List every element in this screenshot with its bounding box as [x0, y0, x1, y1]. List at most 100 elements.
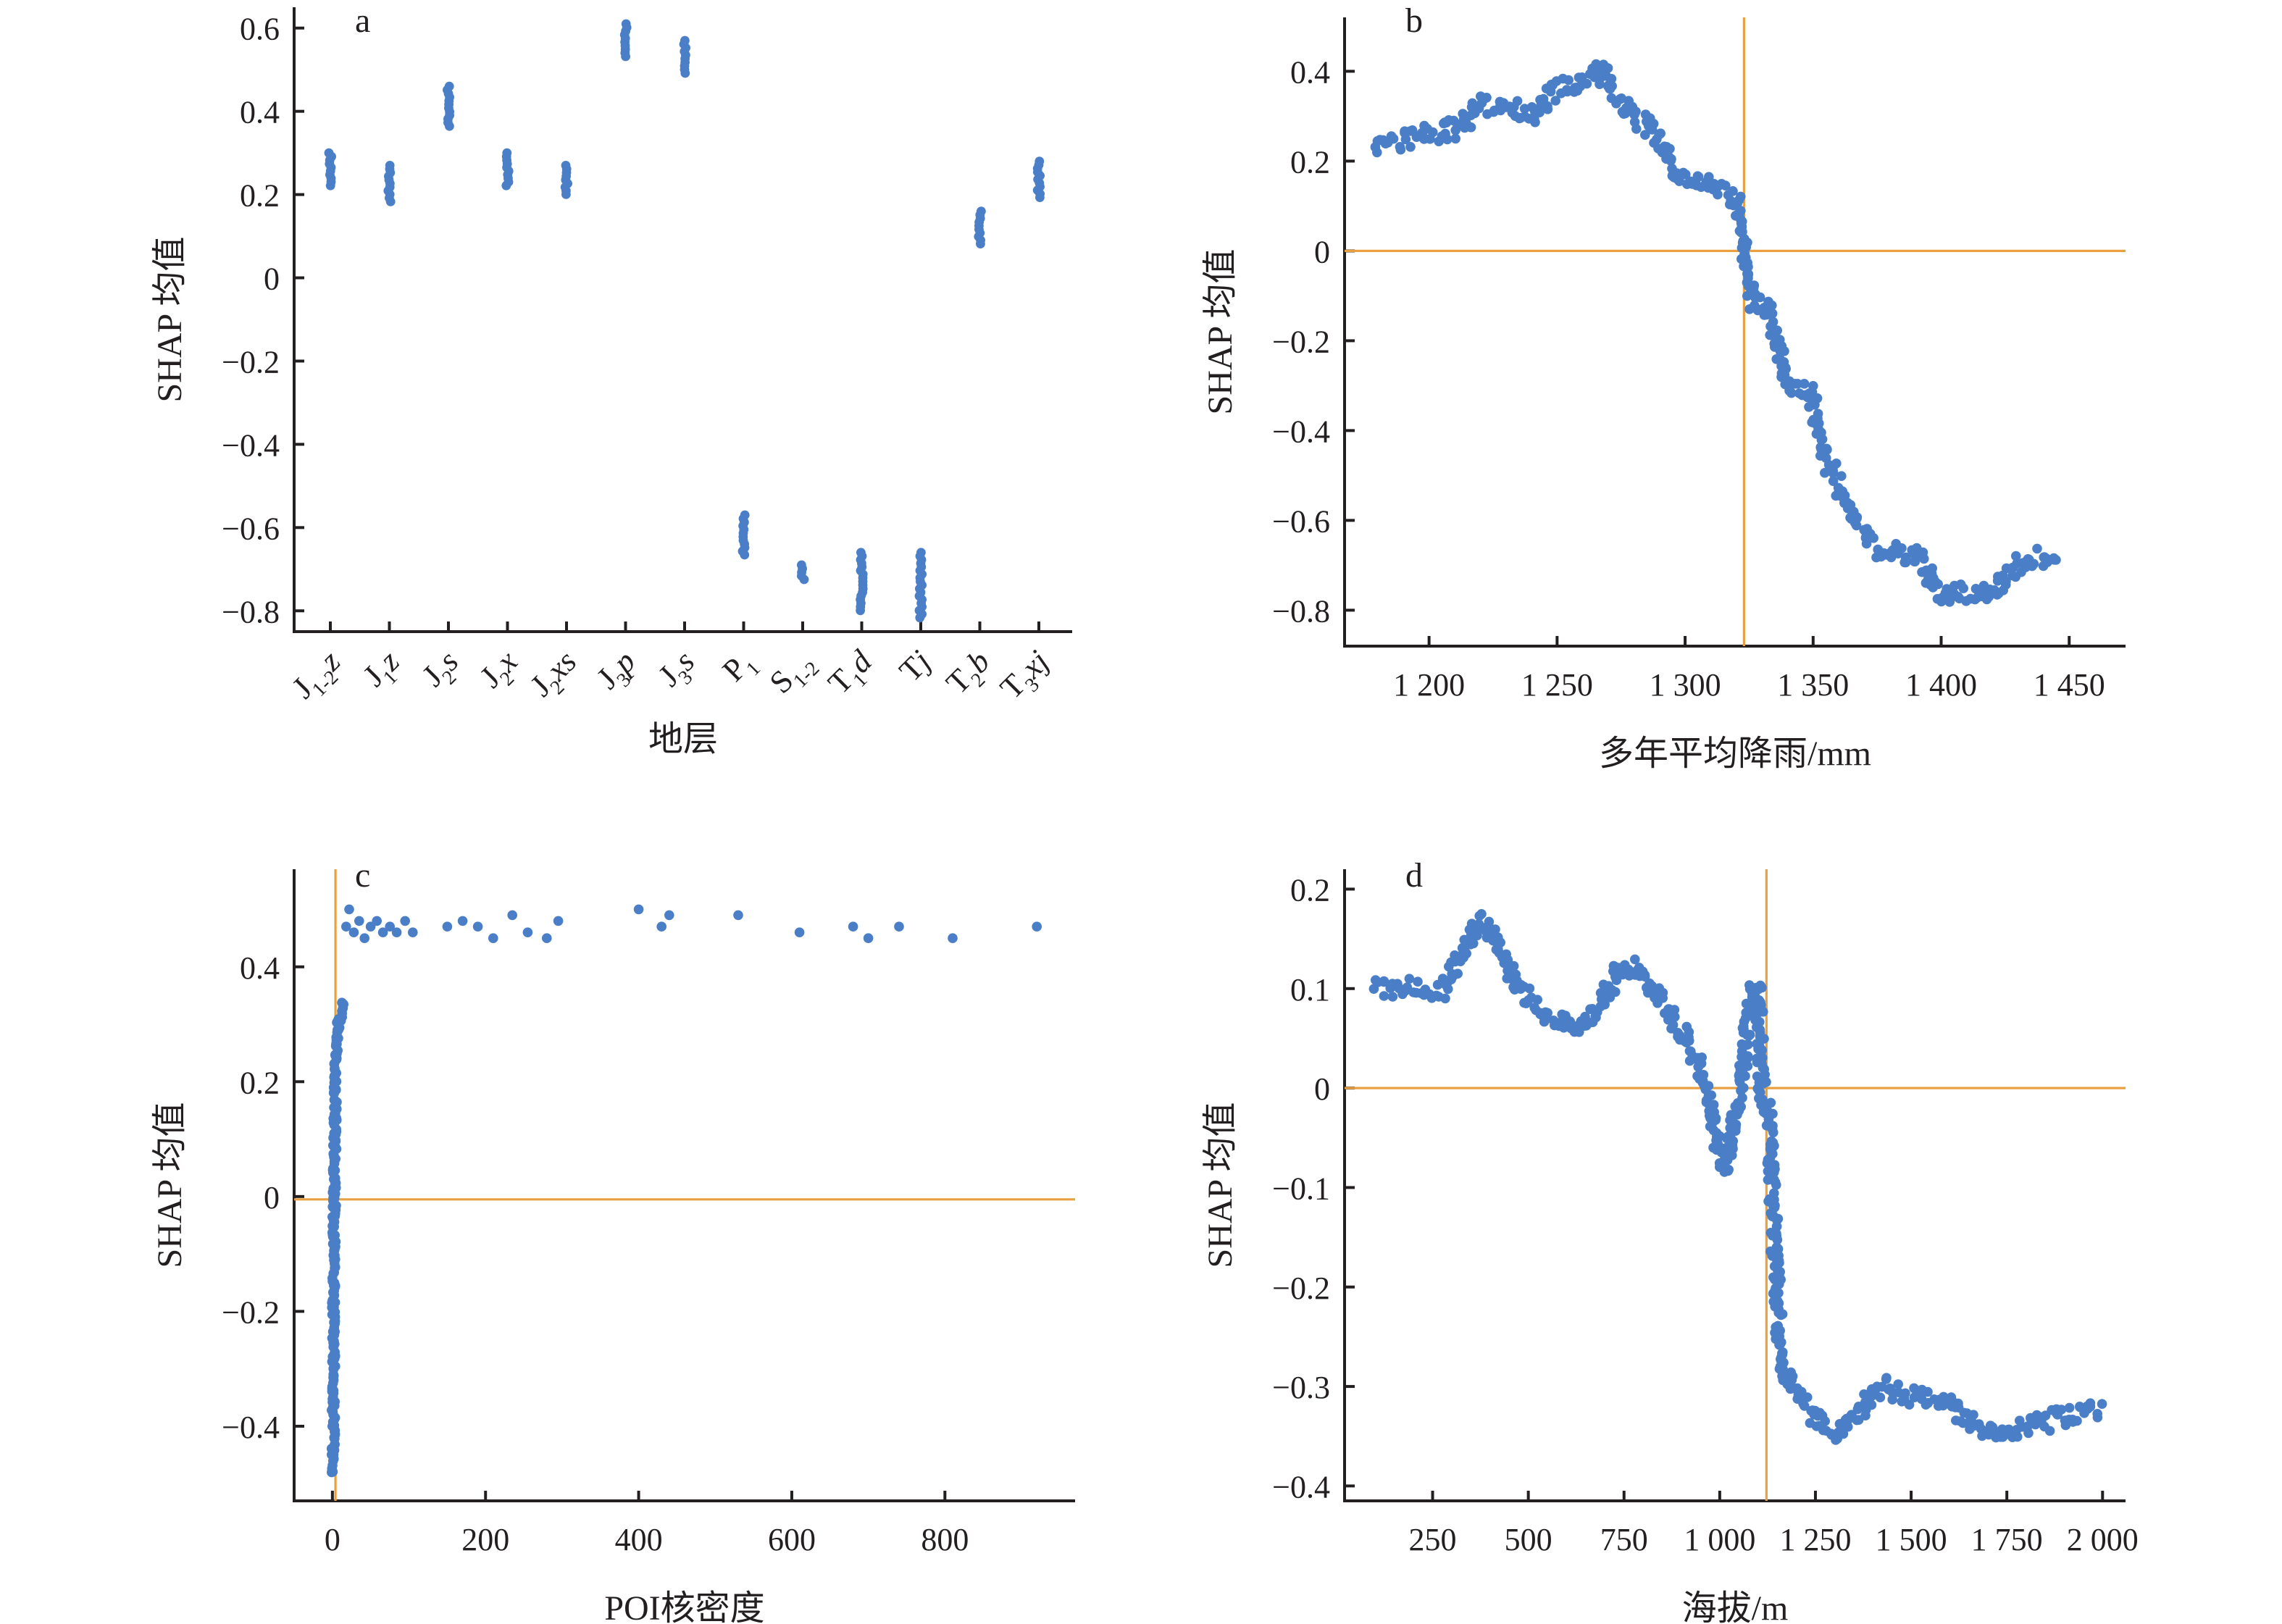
points-a [324, 19, 1045, 623]
data-point [408, 927, 418, 937]
panel-label: b [1405, 1, 1423, 40]
data-point [1755, 1045, 1765, 1055]
data-point [391, 927, 402, 937]
points-b [1370, 59, 2061, 607]
y-tick-label: 0.4 [240, 95, 280, 130]
data-point [1400, 134, 1411, 145]
data-point [1875, 1392, 1886, 1402]
data-point [1728, 199, 1739, 210]
y-tick-label: 0.6 [240, 12, 280, 47]
label-tail: xj [1013, 643, 1056, 685]
data-point [1828, 464, 1838, 474]
data-point [1442, 977, 1453, 987]
data-point [1670, 1012, 1680, 1022]
data-point [1601, 71, 1611, 81]
x-tick-label: 250 [1409, 1522, 1457, 1557]
data-point [542, 933, 552, 943]
data-point [1767, 300, 1777, 311]
data-point [488, 933, 498, 943]
data-point [1032, 921, 1042, 932]
data-point [1899, 557, 1910, 568]
data-point [1499, 951, 1510, 961]
data-point [372, 916, 382, 926]
y-tick-label: 0.4 [1290, 54, 1330, 90]
data-point [1400, 986, 1410, 996]
data-point [856, 606, 865, 616]
data-point [1821, 453, 1831, 464]
data-point [1742, 290, 1752, 301]
data-point [1692, 171, 1703, 181]
data-point [1631, 124, 1642, 134]
data-point [1591, 1008, 1601, 1018]
data-point [2001, 579, 2011, 590]
points-d [1368, 909, 2107, 1445]
data-point [1884, 1384, 1894, 1394]
data-point [1595, 79, 1605, 89]
data-point [2039, 1421, 2049, 1432]
data-point [1750, 293, 1760, 303]
data-point [1760, 1069, 1770, 1080]
data-point [2023, 1428, 2034, 1439]
data-point [1852, 512, 1863, 522]
data-point [1893, 548, 1903, 558]
data-point [1779, 346, 1789, 356]
data-point [1462, 120, 1472, 130]
y-tick-label: 0.4 [240, 950, 280, 986]
data-point [1771, 1221, 1782, 1231]
data-point [1773, 1265, 1783, 1276]
data-point [2085, 1402, 2096, 1412]
data-point [341, 921, 351, 932]
data-point [1737, 217, 1747, 227]
data-point [733, 910, 743, 921]
data-point [1768, 1231, 1778, 1241]
data-point [1440, 993, 1450, 1004]
data-point [1512, 96, 1523, 106]
y-tick-label: 0 [1314, 1071, 1330, 1107]
data-point [1442, 134, 1453, 145]
axes-a [293, 7, 1072, 633]
data-point [1387, 992, 1398, 1002]
panel-label: c [355, 856, 370, 895]
data-point [1581, 78, 1592, 89]
x-tick-label: J2s [415, 643, 469, 698]
x-tick-label: 1 500 [1876, 1522, 1947, 1557]
data-point [1741, 998, 1752, 1009]
data-point [1450, 133, 1460, 144]
data-point [1768, 1127, 1779, 1138]
data-point [1035, 193, 1045, 202]
data-point [1932, 594, 1943, 604]
data-point [1453, 968, 1463, 979]
x-tick-label: J3p [590, 643, 647, 700]
data-point [1742, 1053, 1752, 1063]
data-point [1776, 1274, 1786, 1285]
data-point [1524, 983, 1535, 994]
data-point [457, 916, 468, 926]
data-point [1563, 75, 1573, 85]
data-point [863, 933, 874, 943]
data-point [1761, 1077, 1771, 1087]
data-point [1808, 381, 1818, 391]
y-tick-label: 0 [1314, 234, 1330, 269]
data-point [1773, 1213, 1784, 1224]
data-point [1493, 939, 1503, 949]
data-point [1736, 191, 1746, 202]
data-point [1955, 579, 1966, 590]
data-point [561, 190, 571, 199]
x-tick-label: Tj [893, 643, 937, 688]
data-point [2011, 551, 2021, 561]
data-point [385, 197, 396, 206]
data-point [385, 921, 395, 932]
x-tick-label: J2xs [523, 643, 588, 708]
data-point [1395, 142, 1405, 152]
data-point [680, 68, 690, 78]
data-point [1736, 1039, 1747, 1050]
data-point [664, 910, 674, 921]
data-point [1739, 261, 1749, 272]
data-point [1944, 597, 1955, 607]
x-tick-label: 600 [768, 1522, 816, 1557]
data-point [1732, 209, 1743, 219]
y-tick-label: 0.2 [240, 178, 280, 214]
data-point [1476, 909, 1487, 919]
data-point [2013, 1431, 2023, 1442]
